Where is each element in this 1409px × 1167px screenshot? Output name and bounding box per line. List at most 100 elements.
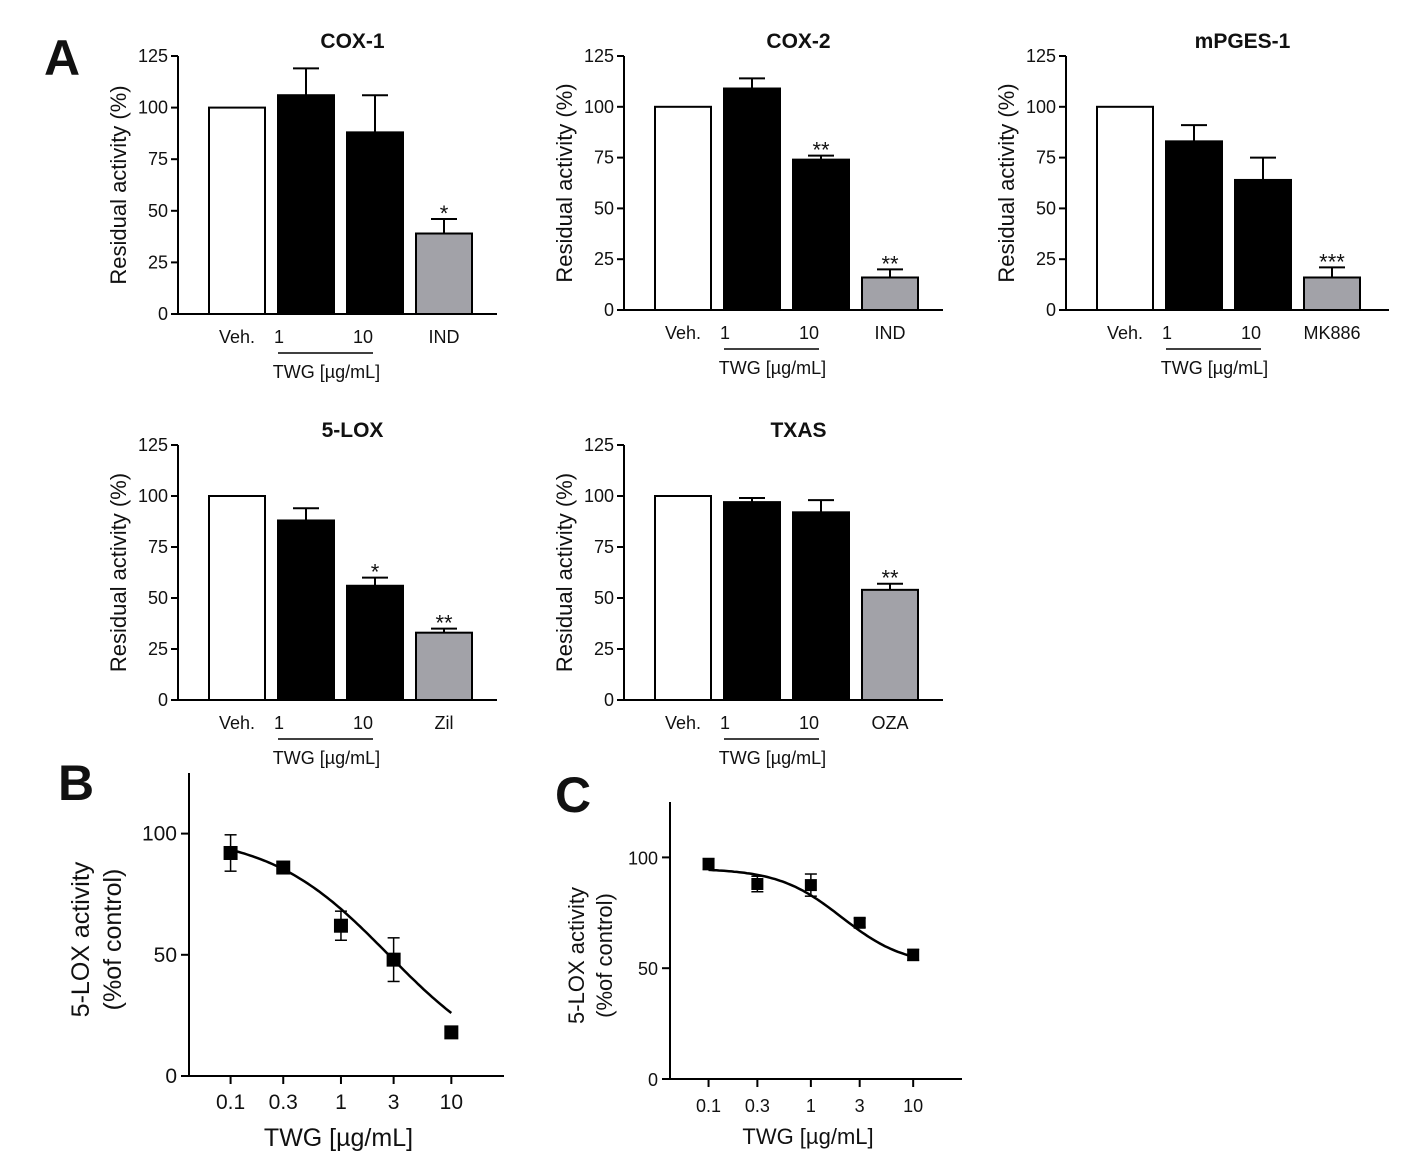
y-axis-label: Residual activity (%)	[552, 83, 577, 282]
y-tick-label: 0	[648, 1070, 658, 1090]
y-tick-label: 25	[594, 249, 614, 269]
y-tick-label: 75	[148, 149, 168, 169]
y-tick-label: 100	[138, 486, 168, 506]
bar	[415, 631, 473, 701]
y-tick-label: 25	[148, 252, 168, 272]
y-axis-label: Residual activity (%)	[106, 85, 131, 284]
data-point	[853, 916, 866, 929]
y-tick-label: 125	[1026, 46, 1056, 66]
x-tick-label: 0.1	[696, 1096, 721, 1116]
data-point	[386, 952, 401, 967]
y-tick-label: 0	[604, 300, 614, 320]
x-tick-label: 3	[388, 1091, 400, 1114]
bar	[1303, 276, 1361, 312]
x-tick-label: Veh.	[665, 323, 701, 343]
x-tick-label: 1	[1162, 323, 1172, 343]
y-axis-label-line2: (%of control)	[592, 893, 617, 1018]
y-tick-label: 25	[1036, 249, 1056, 269]
bar	[346, 584, 404, 702]
bar	[277, 94, 335, 315]
bar	[1234, 178, 1292, 311]
data-point	[702, 858, 715, 871]
chart-title: 5-LOX	[322, 419, 384, 442]
bar-chart-5-lox: 5-LOX Residual activity (%) 0 25 50 75 100 125 V…	[106, 419, 497, 768]
bar	[1165, 140, 1223, 311]
x-tick-label: Veh.	[219, 327, 255, 347]
bar-chart-txas: TXAS Residual activity (%) 0 25 50 75 100 125 Ve…	[552, 419, 943, 768]
y-tick-label: 0	[158, 690, 168, 710]
y-tick-label: 100	[1026, 97, 1056, 117]
y-tick-label: 25	[148, 639, 168, 659]
bar	[277, 519, 335, 701]
y-tick-label: 75	[148, 537, 168, 557]
x-tick-label: 1	[806, 1096, 816, 1116]
bar	[346, 131, 404, 315]
panel-label-c: C	[555, 767, 591, 823]
x-tick-label: 0.3	[745, 1096, 770, 1116]
y-axis-label: Residual activity (%)	[994, 83, 1019, 282]
y-tick-label: 0	[158, 304, 168, 324]
y-tick-label: 125	[138, 435, 168, 455]
bar	[861, 276, 919, 312]
bar	[861, 588, 919, 702]
x-tick-label: IND	[875, 323, 906, 343]
bar-chart-cox-1: COX-1 Residual activity (%) 0 25 50 75 100 125 V…	[106, 30, 497, 382]
x-tick-label: 10	[799, 713, 819, 733]
significance-label: *	[371, 560, 380, 585]
y-axis-label: Residual activity (%)	[552, 473, 577, 672]
bar-chart-cox-2: COX-2 Residual activity (%) 0 25 50 75 100 125 V…	[552, 30, 943, 378]
panel-label-a: A	[44, 30, 80, 86]
significance-label: *	[440, 201, 449, 226]
x-tick-label: 1	[274, 713, 284, 733]
x-tick-label: Veh.	[219, 713, 255, 733]
group-label: TWG [µg/mL]	[719, 358, 826, 378]
y-tick-label: 100	[584, 97, 614, 117]
chart-title: COX-1	[320, 30, 385, 53]
data-point	[907, 948, 920, 961]
fit-curve	[230, 848, 453, 1014]
y-tick-label: 100	[628, 848, 658, 868]
x-tick-label: Veh.	[1107, 323, 1143, 343]
y-tick-label: 50	[154, 944, 177, 967]
x-tick-label: 0.1	[216, 1091, 245, 1114]
x-tick-label: Zil	[435, 713, 454, 733]
y-tick-label: 50	[594, 198, 614, 218]
x-axis-label: TWG [µg/mL]	[264, 1124, 413, 1152]
bar	[723, 501, 781, 701]
y-tick-label: 125	[584, 435, 614, 455]
x-tick-label: 10	[799, 323, 819, 343]
y-tick-label: 50	[148, 588, 168, 608]
group-label: TWG [µg/mL]	[719, 748, 826, 768]
y-tick-label: 0	[1046, 300, 1056, 320]
y-tick-label: 125	[138, 46, 168, 66]
chart-title: COX-2	[766, 30, 830, 53]
bar	[415, 232, 473, 315]
bar	[208, 495, 266, 701]
y-tick-label: 50	[594, 588, 614, 608]
bar	[1096, 105, 1154, 311]
y-tick-label: 100	[142, 823, 177, 846]
x-tick-label: IND	[429, 327, 460, 347]
group-label: TWG [µg/mL]	[273, 748, 380, 768]
y-tick-label: 75	[594, 537, 614, 557]
bar	[208, 106, 266, 315]
x-tick-label: 10	[903, 1096, 923, 1116]
y-tick-label: 0	[604, 690, 614, 710]
data-point	[444, 1025, 459, 1040]
x-tick-label: 1	[720, 323, 730, 343]
significance-label: ***	[1319, 249, 1345, 274]
chart-title: TXAS	[770, 419, 826, 442]
y-tick-label: 50	[1036, 198, 1056, 218]
y-axis-label-line1: 5-LOX activity	[67, 861, 95, 1017]
group-label: TWG [µg/mL]	[1161, 358, 1268, 378]
bar	[792, 158, 850, 311]
dose-response-chart-b: 0 50 100 0.1 0.3 1 3 10 TWG [µg/mL] 5-LOX activit…	[67, 773, 504, 1152]
x-tick-label: Veh.	[665, 713, 701, 733]
x-tick-label: 10	[440, 1091, 463, 1114]
chart-title: mPGES-1	[1195, 30, 1291, 53]
y-tick-label: 25	[594, 639, 614, 659]
y-tick-label: 50	[148, 201, 168, 221]
y-tick-label: 75	[594, 148, 614, 168]
x-tick-label: MK886	[1303, 323, 1360, 343]
